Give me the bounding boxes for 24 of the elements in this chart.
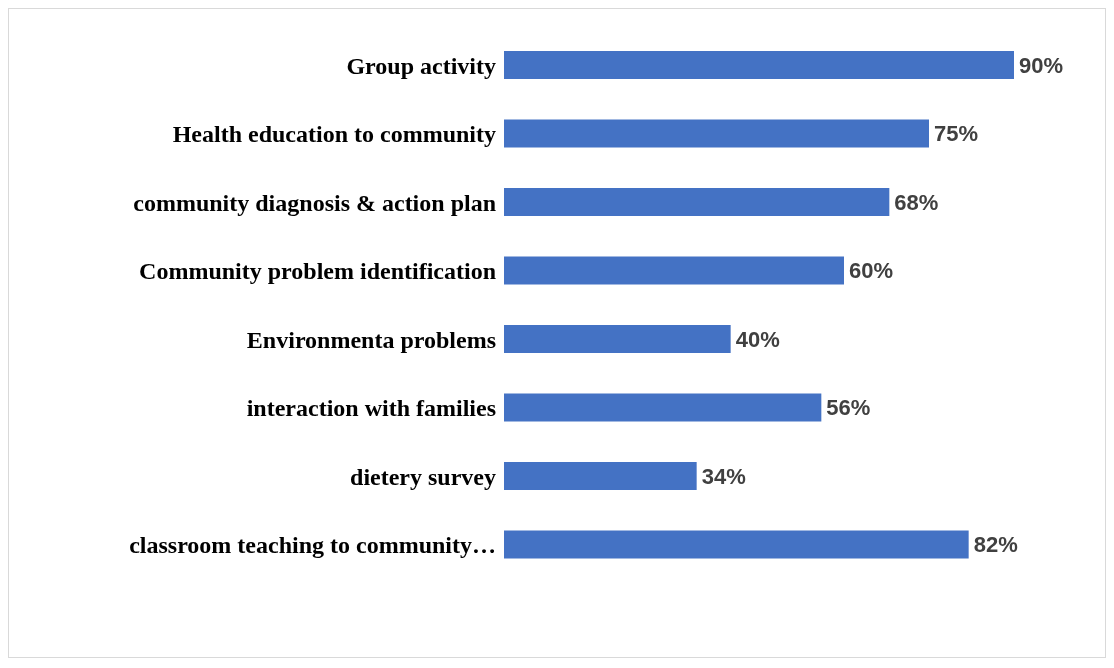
bar bbox=[504, 462, 697, 490]
bar bbox=[504, 530, 969, 559]
y-tick-label: community diagnosis & action plan bbox=[133, 189, 496, 216]
bar bbox=[504, 51, 1014, 79]
data-label: 68% bbox=[894, 189, 939, 215]
data-label: 75% bbox=[934, 121, 979, 147]
y-tick-label: Health education to community bbox=[172, 121, 496, 148]
data-label: 56% bbox=[826, 395, 871, 421]
y-tick-label: classroom teaching to community… bbox=[129, 532, 496, 559]
data-label: 40% bbox=[735, 326, 780, 352]
bar bbox=[504, 119, 929, 148]
y-tick-label: Group activity bbox=[346, 52, 496, 79]
y-tick-label: dietery survey bbox=[350, 463, 496, 490]
bar bbox=[504, 325, 731, 353]
y-tick-label: interaction with families bbox=[246, 395, 496, 422]
data-label: 34% bbox=[701, 463, 746, 489]
bar bbox=[504, 393, 822, 422]
y-tick-label: Environmenta problems bbox=[246, 326, 496, 353]
y-tick-label: Community problem identification bbox=[139, 258, 496, 285]
bar bbox=[504, 188, 890, 216]
data-label: 90% bbox=[1019, 52, 1064, 78]
data-label: 60% bbox=[849, 258, 894, 284]
data-label: 82% bbox=[973, 532, 1018, 558]
bar bbox=[504, 256, 844, 285]
